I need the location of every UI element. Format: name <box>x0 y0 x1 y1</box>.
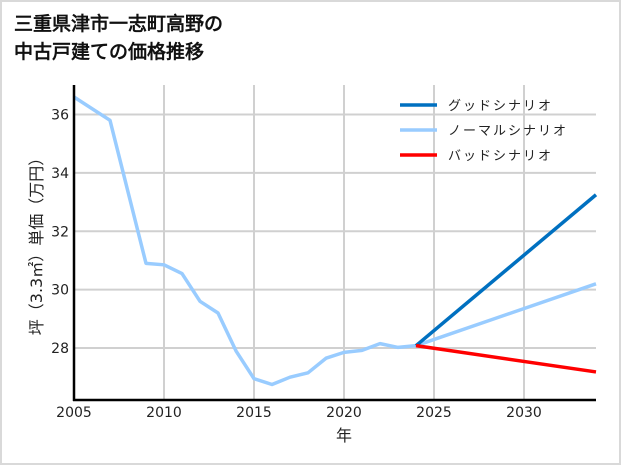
legend-label: グッドシナリオ <box>448 99 553 114</box>
series-line <box>414 193 598 348</box>
x-tick-label: 2020 <box>326 405 362 421</box>
chart-title: 三重県津市一志町高野の 中古戸建ての価格推移 <box>14 10 223 66</box>
y-tick-label: 30 <box>51 283 69 299</box>
chart-title-line-1: 三重県津市一志町高野の <box>14 13 224 35</box>
x-tick-label: 2030 <box>506 405 542 421</box>
x-tick-label: 2005 <box>56 405 92 421</box>
x-tick-label: 2010 <box>146 405 182 421</box>
chart-title-line-2: 中古戸建ての価格推移 <box>14 41 205 63</box>
y-axis-label: 坪（3.3㎡）単価（万円） <box>27 150 46 335</box>
x-tick-label: 2025 <box>416 405 452 421</box>
x-tick-label: 2015 <box>236 405 272 421</box>
series-line <box>73 95 597 387</box>
y-tick-label: 36 <box>51 108 69 124</box>
y-tick-label: 34 <box>51 166 69 182</box>
series-line <box>415 343 597 374</box>
x-axis-label: 年 <box>336 426 352 445</box>
legend-label: バッドシナリオ <box>448 149 553 164</box>
y-tick-label: 28 <box>51 341 69 357</box>
legend-label: ノーマルシナリオ <box>448 124 568 139</box>
y-tick-label: 32 <box>51 224 69 240</box>
